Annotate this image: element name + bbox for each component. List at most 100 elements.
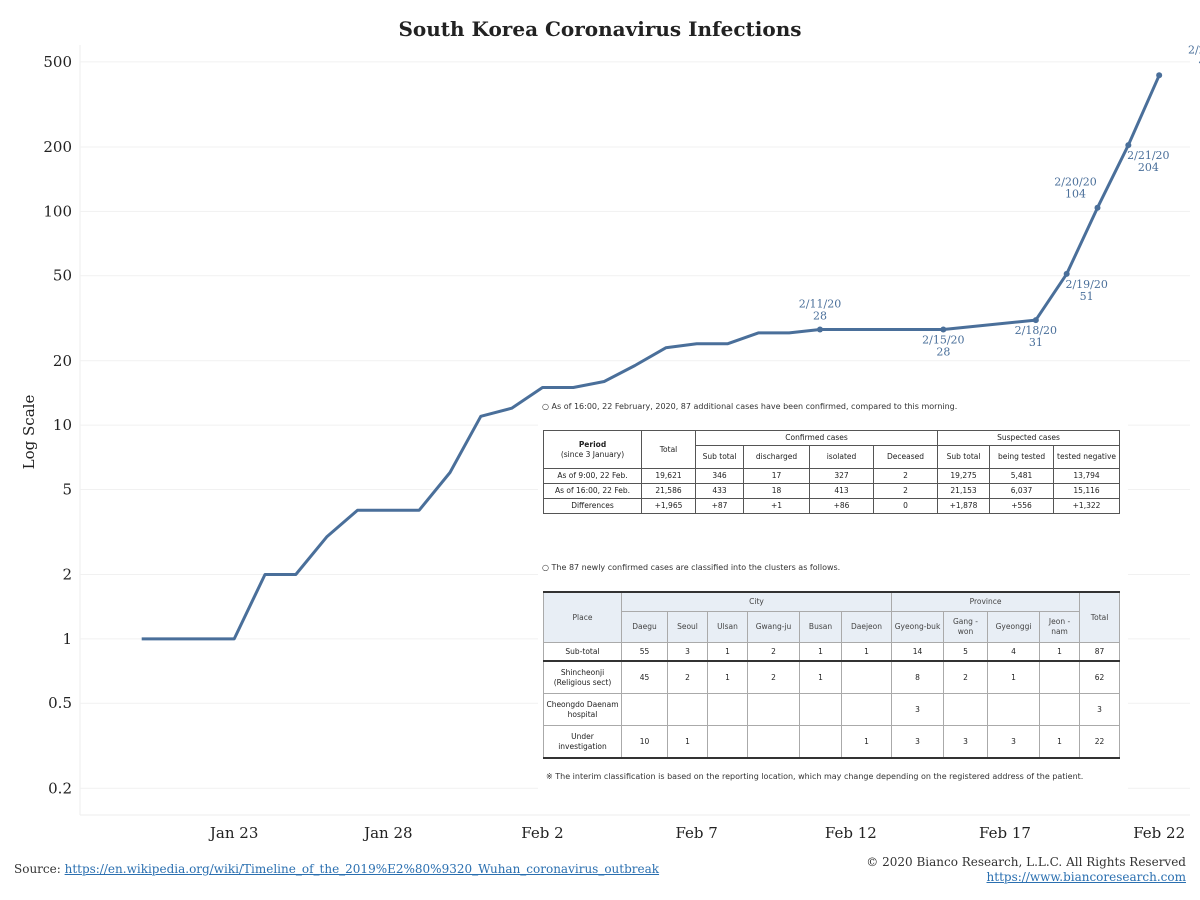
summary-cell: As of 9:00, 22 Feb. — [543, 468, 642, 484]
y-tick-label: 2 — [62, 566, 72, 584]
confirmed-header: Confirmed cases — [694, 430, 939, 446]
data-point-marker — [940, 326, 947, 333]
series-line — [141, 74, 1161, 641]
summary-cell: 18 — [743, 483, 810, 499]
cluster-cell: 1 — [1039, 725, 1081, 759]
summary-cell: As of 16:00, 22 Feb. — [543, 483, 642, 499]
summary-cell: Differences — [543, 498, 642, 514]
data-point-marker — [817, 326, 823, 333]
s-subtotal-header: Sub total — [937, 445, 991, 469]
cluster-cell — [987, 693, 1041, 726]
cluster-cell: 2 — [747, 660, 800, 694]
kcdc-report-inset: ○ As of 16:00, 22 February, 2020, 87 add… — [538, 398, 1128, 798]
x-tick-label: Feb 22 — [1133, 824, 1185, 842]
data-point-marker — [1156, 72, 1163, 79]
y-tick-label: 5 — [62, 480, 72, 498]
summary-row: As of 16:00, 22 Feb. 21,586 433 18 413 2 21,15… — [543, 483, 1121, 499]
y-tick-label: 1 — [62, 630, 72, 648]
annotation-value: 104 — [1065, 188, 1086, 201]
cluster-col-header: Jeon -nam — [1039, 611, 1081, 643]
x-tick-label: Jan 23 — [208, 824, 258, 842]
clusters-table: Place City Province Total Daegu Seoul Ulsa… — [543, 591, 1121, 759]
province-header: Province — [891, 591, 1081, 612]
y-tick-label: 50 — [53, 267, 72, 285]
summary-row: As of 9:00, 22 Feb. 19,621 346 17 327 2 19,275… — [543, 468, 1121, 484]
summary-cell: 433 — [695, 483, 744, 499]
summary-cell: 2 — [872, 468, 939, 484]
annotation-date: 2/22/20 — [1188, 43, 1200, 56]
cluster-cell: 1 — [1039, 642, 1081, 662]
total-col-header: Total — [1079, 591, 1121, 643]
cluster-cell: 3 — [891, 693, 945, 726]
annotation-value: 433 — [1199, 55, 1200, 68]
copyright-text: © 2020 Bianco Research, L.L.C. All Right… — [866, 855, 1186, 869]
summary-cell: 15,116 — [1053, 483, 1121, 499]
cluster-cell: 1 — [987, 660, 1041, 694]
annotation-date: 2/20/20 — [1054, 176, 1096, 189]
deceased-header: Deceased — [872, 445, 939, 469]
cluster-cell: 1 — [707, 660, 748, 694]
cluster-cell — [943, 693, 989, 726]
tested-negative-header: tested negative — [1053, 445, 1121, 469]
summary-cell: +1 — [743, 498, 810, 514]
cluster-cell: 1 — [840, 642, 893, 662]
cases-summary-table: Period (since 3 January) Total Confirmed … — [543, 430, 1121, 514]
y-axis-label: Log Scale — [20, 395, 38, 470]
summary-cell: 0 — [872, 498, 939, 514]
annotations: 2/11/20282/15/20282/18/20312/19/20512/20… — [799, 43, 1200, 358]
annotation-value: 28 — [813, 310, 827, 323]
cluster-cell: 87 — [1079, 642, 1121, 662]
cluster-cell — [621, 693, 668, 726]
summary-cell: 19,621 — [641, 468, 696, 484]
cluster-cell: 4 — [987, 642, 1041, 662]
cluster-row: Shincheonji (Religious sect) 45 2 1 2 1 8 2 1 62 — [543, 660, 1121, 694]
y-tick-label: 0.2 — [48, 779, 72, 797]
cluster-cell: 5 — [943, 642, 989, 662]
cluster-cell: 1 — [799, 642, 842, 662]
cluster-cell: Cheongdo Daenam hospital — [543, 693, 622, 726]
report-note-2: ○ The 87 newly confirmed cases are class… — [542, 563, 841, 572]
summary-cell: +1,965 — [641, 498, 696, 514]
place-header: Place — [543, 591, 622, 643]
discharged-header: discharged — [743, 445, 810, 469]
cluster-cell — [747, 693, 800, 726]
x-axis-ticks: Jan 23 Jan 28 Feb 2 Feb 7 Feb 12 Feb 17 Feb 22 — [208, 824, 1185, 842]
x-tick-label: Jan 28 — [362, 824, 412, 842]
cluster-cell: 8 — [891, 660, 945, 694]
annotation-value: 51 — [1080, 290, 1094, 303]
report-note-1: ○ As of 16:00, 22 February, 2020, 87 add… — [542, 402, 958, 411]
period-header: Period (since 3 January) — [543, 430, 642, 469]
cluster-cell: Under investigation — [543, 725, 622, 759]
cluster-cell: 2 — [667, 660, 708, 694]
website-link[interactable]: https://www.biancoresearch.com — [986, 870, 1186, 884]
x-tick-label: Feb 2 — [521, 824, 563, 842]
cluster-col-header: Ulsan — [707, 611, 748, 643]
chart-title: South Korea Coronavirus Infections — [398, 17, 802, 41]
cluster-cell — [1039, 693, 1081, 726]
cluster-col-header: Daejeon — [840, 611, 893, 643]
x-tick-label: Feb 12 — [825, 824, 877, 842]
cluster-cell: 3 — [891, 725, 945, 759]
data-point-marker — [1063, 270, 1070, 277]
source-line: Source: https://en.wikipedia.org/wiki/Ti… — [14, 862, 659, 876]
y-axis-ticks: 0.2 0.5 1 2 5 10 20 50 100 200 500 — [43, 53, 72, 797]
cluster-cell: 55 — [621, 642, 668, 662]
data-point-marker — [1125, 142, 1132, 149]
annotation-date: 2/18/20 — [1015, 324, 1057, 337]
isolated-header: isolated — [809, 445, 874, 469]
summary-cell: +87 — [695, 498, 744, 514]
summary-cell: 6,037 — [989, 483, 1055, 499]
annotation-date: 2/15/20 — [922, 334, 964, 347]
cluster-cell — [799, 725, 842, 759]
source-link[interactable]: https://en.wikipedia.org/wiki/Timeline_o… — [64, 862, 660, 876]
x-tick-label: Feb 7 — [675, 824, 717, 842]
report-note-3: ※ The interim classification is based on… — [546, 772, 1084, 781]
summary-cell: 5,481 — [989, 468, 1055, 484]
cluster-cell — [1039, 660, 1081, 694]
summary-row: Differences +1,965 +87 +1 +86 0 +1,878 +556 +1,3… — [543, 498, 1121, 514]
cluster-cell: 1 — [707, 642, 748, 662]
suspected-header: Suspected cases — [937, 430, 1121, 446]
cluster-col-header: Daegu — [621, 611, 668, 643]
y-tick-label: 0.5 — [48, 694, 72, 712]
